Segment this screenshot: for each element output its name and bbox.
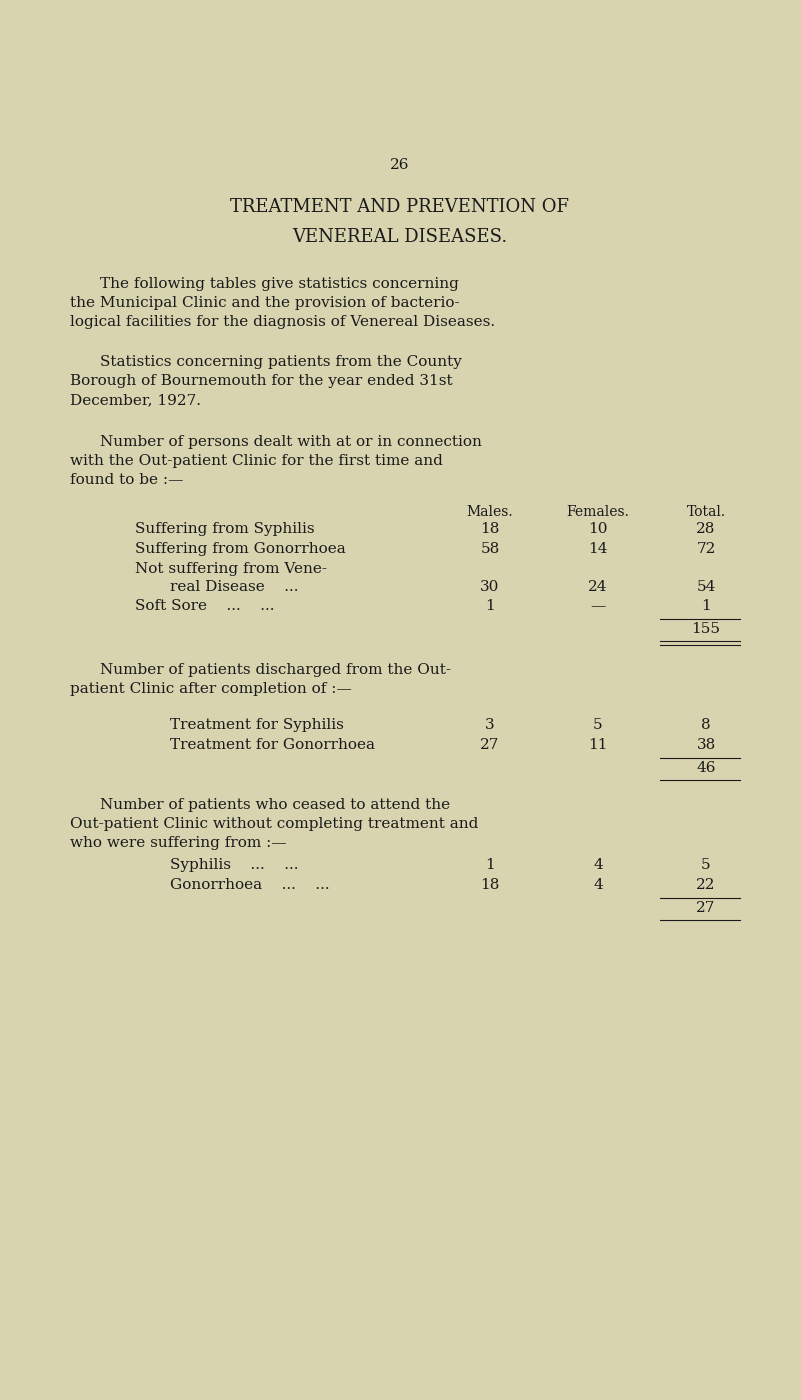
Text: 10: 10 — [588, 522, 608, 536]
Text: patient Clinic after completion of :—: patient Clinic after completion of :— — [70, 682, 352, 696]
Text: 155: 155 — [691, 622, 721, 636]
Text: Gonorrhoea    ...    ...: Gonorrhoea ... ... — [170, 878, 330, 892]
Text: Females.: Females. — [566, 505, 630, 519]
Text: 18: 18 — [481, 522, 500, 536]
Text: Syphilis    ...    ...: Syphilis ... ... — [170, 858, 299, 872]
Text: Suffering from Gonorrhoea: Suffering from Gonorrhoea — [135, 542, 346, 556]
Text: 3: 3 — [485, 718, 495, 732]
Text: 1: 1 — [485, 599, 495, 613]
Text: Treatment for Syphilis: Treatment for Syphilis — [170, 718, 344, 732]
Text: December, 1927.: December, 1927. — [70, 393, 201, 407]
Text: 5: 5 — [701, 858, 710, 872]
Text: 27: 27 — [481, 738, 500, 752]
Text: Borough of Bournemouth for the year ended 31st: Borough of Bournemouth for the year ende… — [70, 374, 453, 388]
Text: with the Out-patient Clinic for the first time and: with the Out-patient Clinic for the firs… — [70, 454, 443, 468]
Text: 27: 27 — [696, 902, 715, 916]
Text: the Municipal Clinic and the provision of bacterio-: the Municipal Clinic and the provision o… — [70, 295, 460, 309]
Text: Statistics concerning patients from the County: Statistics concerning patients from the … — [100, 356, 462, 370]
Text: 5: 5 — [594, 718, 603, 732]
Text: 4: 4 — [593, 858, 603, 872]
Text: Soft Sore    ...    ...: Soft Sore ... ... — [135, 599, 275, 613]
Text: real Disease    ...: real Disease ... — [170, 580, 299, 594]
Text: 46: 46 — [696, 762, 716, 776]
Text: logical facilities for the diagnosis of Venereal Diseases.: logical facilities for the diagnosis of … — [70, 315, 495, 329]
Text: 22: 22 — [696, 878, 716, 892]
Text: 58: 58 — [481, 542, 500, 556]
Text: Total.: Total. — [686, 505, 726, 519]
Text: 38: 38 — [696, 738, 715, 752]
Text: 24: 24 — [588, 580, 608, 594]
Text: VENEREAL DISEASES.: VENEREAL DISEASES. — [292, 228, 508, 246]
Text: Number of patients who ceased to attend the: Number of patients who ceased to attend … — [100, 798, 450, 812]
Text: 11: 11 — [588, 738, 608, 752]
Text: 54: 54 — [696, 580, 715, 594]
Text: 18: 18 — [481, 878, 500, 892]
Text: —: — — [590, 599, 606, 613]
Text: 14: 14 — [588, 542, 608, 556]
Text: Number of patients discharged from the Out-: Number of patients discharged from the O… — [100, 664, 451, 678]
Text: 72: 72 — [696, 542, 715, 556]
Text: Number of persons dealt with at or in connection: Number of persons dealt with at or in co… — [100, 435, 482, 449]
Text: 28: 28 — [696, 522, 715, 536]
Text: 30: 30 — [481, 580, 500, 594]
Text: Males.: Males. — [467, 505, 513, 519]
Text: 4: 4 — [593, 878, 603, 892]
Text: 1: 1 — [485, 858, 495, 872]
Text: found to be :—: found to be :— — [70, 473, 183, 487]
Text: Suffering from Syphilis: Suffering from Syphilis — [135, 522, 315, 536]
Text: 8: 8 — [701, 718, 710, 732]
Text: Not suffering from Vene-: Not suffering from Vene- — [135, 561, 327, 575]
Text: The following tables give statistics concerning: The following tables give statistics con… — [100, 277, 459, 291]
Text: 26: 26 — [390, 158, 410, 172]
Text: TREATMENT AND PREVENTION OF: TREATMENT AND PREVENTION OF — [231, 197, 570, 216]
Text: Out-patient Clinic without completing treatment and: Out-patient Clinic without completing tr… — [70, 818, 478, 832]
Text: 1: 1 — [701, 599, 710, 613]
Text: who were suffering from :—: who were suffering from :— — [70, 836, 287, 850]
Text: Treatment for Gonorrhoea: Treatment for Gonorrhoea — [170, 738, 375, 752]
